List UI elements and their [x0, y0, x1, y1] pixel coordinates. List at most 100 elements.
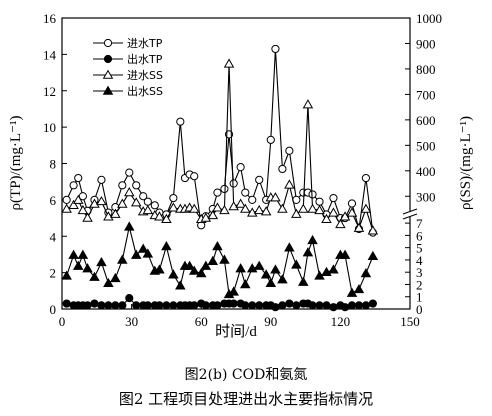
left-y-axis: 0 2 4 6 8 10 12 14 16: [43, 11, 67, 317]
data-point-outlet-ss: [77, 249, 89, 259]
data-point-outlet-tp: [292, 301, 301, 310]
data-point-outlet-ss: [228, 286, 239, 296]
right-y-axis-label: ρ(SS)/(mg·L⁻¹): [458, 116, 474, 210]
data-point-inlet-ss: [161, 213, 172, 223]
data-point-outlet-ss: [195, 268, 207, 278]
legend-marker: [103, 54, 113, 64]
data-point-inlet-tp: [241, 188, 250, 197]
data-point-outlet-tp: [368, 299, 377, 308]
data-point-inlet-ss: [235, 198, 246, 208]
data-point-inlet-tp: [62, 195, 71, 204]
data-point-inlet-ss: [314, 204, 325, 215]
series-outlet-tp: [62, 293, 377, 312]
legend-marker: [103, 38, 113, 48]
data-point-outlet-ss: [184, 260, 195, 270]
data-point-inlet-ss: [188, 203, 200, 213]
data-point-inlet-ss: [200, 212, 212, 222]
data-point-outlet-ss: [235, 263, 246, 273]
data-point-outlet-tp: [241, 301, 250, 310]
data-point-inlet-ss: [346, 207, 358, 217]
plot-frame: [61, 17, 411, 310]
axis-break-mark: [402, 213, 418, 220]
legend: 进水TP 出水TP 进水SS 出水SS: [93, 37, 163, 98]
right-y-tick-label: 700: [416, 87, 436, 102]
data-point-inlet-tp: [139, 192, 148, 201]
x-axis: 0 30 60 90 120 150: [59, 304, 420, 329]
data-point-outlet-tp: [169, 301, 178, 310]
x-axis-label: 时间/d: [215, 323, 257, 340]
data-point-outlet-ss: [339, 249, 351, 259]
data-point-inlet-tp: [229, 179, 238, 188]
data-point-outlet-tp: [308, 301, 317, 310]
data-point-outlet-ss: [124, 221, 135, 231]
data-point-outlet-ss: [277, 274, 288, 284]
data-point-inlet-ss: [260, 206, 272, 216]
data-point-outlet-tp: [354, 301, 364, 310]
data-point-outlet-ss: [270, 264, 281, 274]
data-point-outlet-tp: [285, 299, 294, 308]
data-point-inlet-ss: [124, 187, 135, 197]
data-point-inlet-ss: [253, 204, 265, 215]
data-point-outlet-tp: [248, 301, 257, 310]
right-y-tick-label: 0: [416, 302, 423, 317]
x-tick-label: 60: [195, 314, 208, 329]
data-point-outlet-ss: [307, 234, 318, 245]
right-y-tick-label: 800: [416, 62, 436, 77]
data-point-inlet-ss: [360, 203, 372, 213]
data-point-inlet-tp: [190, 172, 199, 181]
data-point-inlet-tp: [74, 173, 83, 183]
data-point-inlet-ss: [223, 58, 235, 68]
x-tick-label: 150: [400, 314, 420, 329]
data-point-inlet-tp: [143, 197, 152, 206]
right-y-tick-label: 900: [416, 36, 436, 51]
axis-break-mark: [402, 208, 418, 215]
data-point-outlet-ss: [219, 254, 230, 264]
right-y-tick-label: 400: [416, 164, 436, 179]
data-point-outlet-tp: [271, 303, 280, 312]
data-point-inlet-ss: [228, 201, 239, 211]
legend-label: 出水TP: [127, 52, 163, 66]
data-point-inlet-ss: [117, 198, 128, 208]
data-point-outlet-ss: [110, 272, 121, 283]
data-point-outlet-ss: [154, 264, 165, 274]
left-y-tick-label: 16: [43, 11, 57, 26]
legend-item-outlet-tp: 出水TP: [93, 52, 163, 66]
data-point-outlet-tp: [125, 293, 134, 303]
data-point-outlet-ss: [142, 248, 154, 258]
left-y-axis-label: ρ(TP)/(mg·L⁻¹): [8, 116, 24, 211]
data-point-outlet-ss: [137, 243, 149, 253]
figure-subcaption: 图2(b) COD和氨氮: [184, 367, 308, 383]
data-point-inlet-tp: [248, 195, 257, 204]
right-y-tick-label: 300: [416, 189, 436, 204]
data-point-outlet-ss: [328, 264, 339, 274]
data-point-inlet-ss: [328, 207, 339, 217]
data-point-inlet-ss: [270, 192, 281, 202]
data-point-outlet-tp: [213, 301, 222, 310]
data-point-outlet-ss: [321, 266, 332, 276]
data-point-inlet-ss: [302, 99, 314, 109]
data-point-outlet-tp: [278, 301, 287, 310]
right-y-tick-label: 6: [416, 228, 423, 243]
data-point-outlet-ss: [61, 270, 72, 280]
data-point-outlet-tp: [90, 299, 99, 308]
data-point-inlet-tp: [361, 173, 371, 183]
data-point-outlet-ss: [175, 280, 186, 290]
data-point-inlet-tp: [132, 181, 141, 190]
right-y-tick-label: 600: [416, 113, 436, 128]
data-point-outlet-tp: [229, 299, 238, 308]
data-point-inlet-ss: [110, 208, 121, 218]
data-point-inlet-tp: [278, 164, 287, 174]
data-point-inlet-ss: [82, 212, 93, 222]
data-point-outlet-ss: [103, 277, 114, 288]
x-tick-label: 120: [331, 314, 351, 329]
data-point-outlet-ss: [291, 259, 302, 269]
data-point-inlet-tp: [347, 199, 357, 208]
data-point-outlet-ss: [188, 265, 200, 275]
data-point-outlet-ss: [161, 241, 172, 251]
data-point-outlet-tp: [155, 301, 164, 310]
left-y-tick-label: 10: [43, 120, 56, 135]
left-y-tick-label: 14: [43, 47, 57, 62]
legend-item-inlet-ss: 进水SS: [93, 69, 163, 82]
legend-item-outlet-ss: 出水SS: [93, 84, 163, 98]
data-point-inlet-ss: [212, 202, 223, 212]
